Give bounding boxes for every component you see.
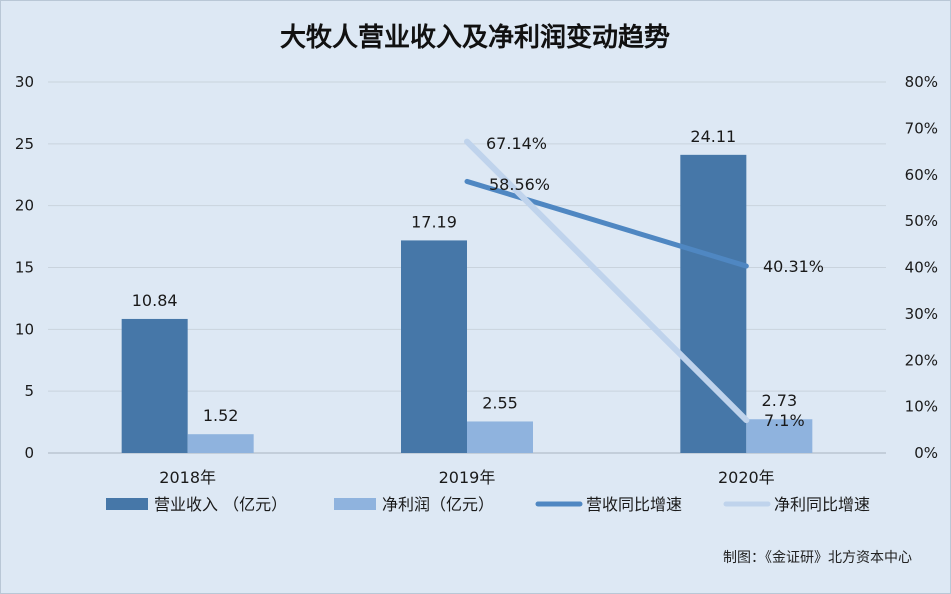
right-tick-label: 30% xyxy=(905,305,938,323)
bar-data-label: 1.52 xyxy=(203,406,239,425)
left-tick-label: 5 xyxy=(24,382,34,400)
bar-revenue xyxy=(401,240,467,453)
revenue-growth-line xyxy=(464,178,749,269)
category-label: 2020年 xyxy=(718,468,775,487)
left-tick-label: 0 xyxy=(24,444,34,462)
left-tick-label: 15 xyxy=(15,259,34,277)
right-tick-label: 20% xyxy=(905,351,938,369)
category-label: 2019年 xyxy=(439,468,496,487)
left-tick-label: 20 xyxy=(15,197,34,215)
line-data-label: 7.1% xyxy=(764,411,805,430)
right-tick-label: 80% xyxy=(905,73,938,91)
legend-label: 净利润（亿元） xyxy=(382,495,494,514)
bar-data-label: 17.19 xyxy=(411,212,457,231)
legend-label: 营收同比增速 xyxy=(586,495,682,514)
right-tick-label: 10% xyxy=(905,398,938,416)
right-tick-label: 70% xyxy=(905,119,938,137)
legend-swatch xyxy=(106,498,148,510)
line-data-label: 58.56% xyxy=(489,175,550,194)
bar-net-profit xyxy=(187,434,254,453)
right-tick-label: 40% xyxy=(905,259,938,277)
right-tick-label: 50% xyxy=(905,212,938,230)
profit-growth-line xyxy=(464,138,750,424)
bar-revenue xyxy=(121,318,188,453)
bar-data-label: 24.11 xyxy=(690,127,736,146)
left-tick-label: 25 xyxy=(15,135,34,153)
bar-net-profit xyxy=(746,419,813,453)
line-data-label: 40.31% xyxy=(763,257,824,276)
bar-revenue xyxy=(680,154,747,453)
right-tick-label: 0% xyxy=(914,444,938,462)
category-label: 2018年 xyxy=(159,468,216,487)
bar-data-label: 10.84 xyxy=(132,291,178,310)
left-tick-label: 10 xyxy=(15,320,34,338)
legend-swatch xyxy=(334,498,376,510)
chart-title: 大牧人营业收入及净利润变动趋势 xyxy=(280,22,670,53)
bar-net-profit xyxy=(467,421,533,453)
source-note: 制图：《金证研》北方资本中心 xyxy=(723,550,912,566)
line-data-label: 67.14% xyxy=(486,134,547,153)
legend-label: 营业收入 （亿元） xyxy=(154,495,287,514)
right-tick-label: 60% xyxy=(905,166,938,184)
bar-data-label: 2.55 xyxy=(482,393,518,412)
left-tick-label: 30 xyxy=(15,73,34,91)
bar-data-label: 2.73 xyxy=(762,391,798,410)
legend-label: 净利同比增速 xyxy=(774,495,870,514)
